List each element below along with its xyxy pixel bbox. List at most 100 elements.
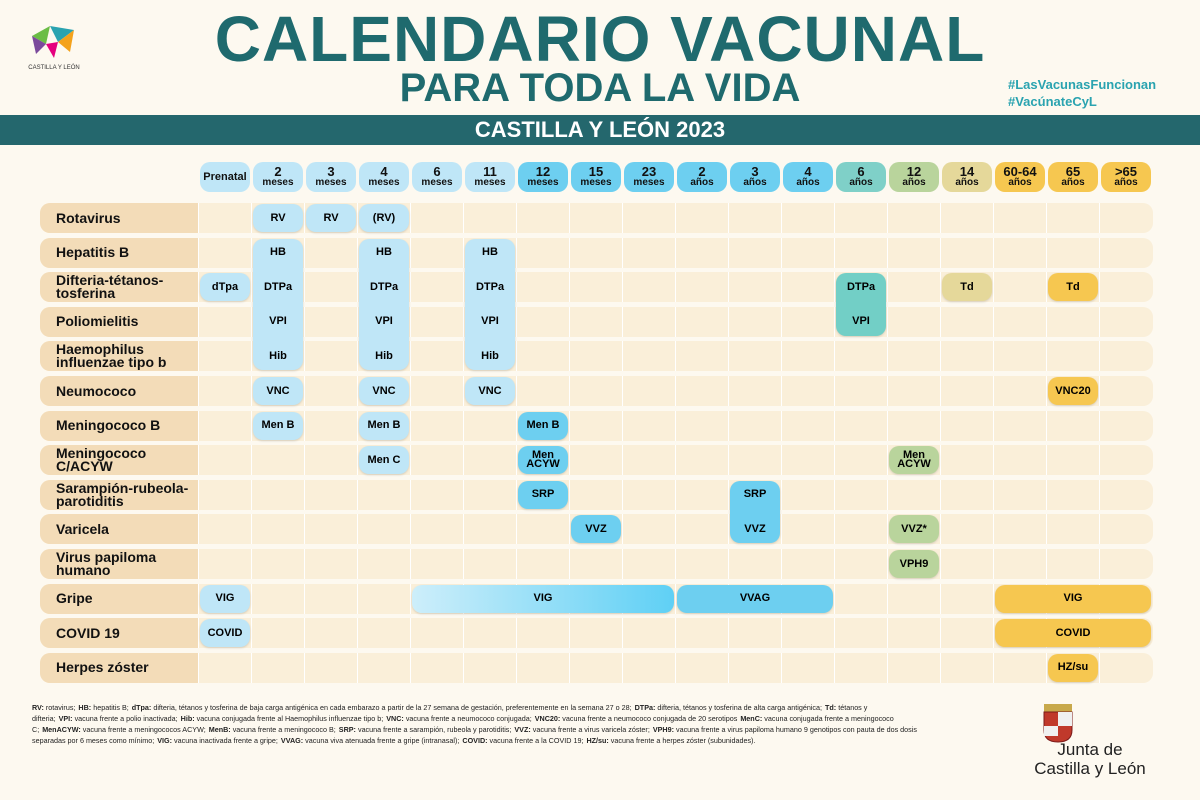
vaccine-block: Men B [253,411,303,440]
cell-divider [1046,376,1047,406]
vaccine-label: COVID [207,626,243,639]
cell-divider [1046,514,1047,545]
row-name-text: COVID 19 [56,624,120,641]
cell-divider [728,237,729,268]
subtitle: PARA TODA LA VIDA [399,66,801,110]
cell-divider [781,549,782,579]
cell-divider [622,306,623,337]
vaccine-label: VPI [852,315,870,328]
vaccine-block: Men ACYW [518,446,568,475]
footnote-entry: COVID: vacuna frente a la COVID 19; [462,736,586,745]
cell-divider [675,306,676,337]
cell-divider [410,479,411,510]
vaccine-block: COVID [995,619,1151,648]
column-header: 6 años [836,162,886,192]
cell-divider [675,410,676,441]
cell-divider [304,445,305,476]
cell-divider [569,237,570,268]
cell-divider [675,376,676,406]
column-top: 12 [906,164,922,179]
cell-divider [463,237,464,268]
column-header: 65 años [1048,162,1098,192]
cell-divider [251,410,252,441]
cell-divider [622,272,623,303]
cell-divider [410,237,411,268]
cell-divider [516,410,517,441]
vaccine-label: DTPa [369,280,399,293]
column-top: 2 [698,164,706,179]
cell-divider [940,376,941,406]
cell-divider [410,272,411,303]
cell-divider [463,618,464,649]
column-top: >65 [1114,164,1138,179]
vaccine-block: Td [1048,273,1098,302]
cell-divider [357,514,358,545]
footnote-desc: vacuna frente a sarampión, rubeola y par… [357,725,512,734]
cell-divider [940,237,941,268]
column-top: Prenatal [203,170,247,183]
cell-divider [251,272,252,303]
footnote-entry: VVZ: vacuna frente a virus varicela zóste… [514,725,652,734]
cell-divider [675,514,676,545]
cell-divider [728,445,729,476]
row-band [40,479,1153,510]
column-bottom: años [1008,177,1032,188]
cell-divider [728,652,729,683]
cell-divider [304,514,305,545]
vaccine-label: Men C [367,453,401,466]
cell-divider [622,376,623,406]
cell-divider [781,376,782,406]
cell-divider [622,549,623,579]
footnote-desc: vacuna frente a meningococo B; [232,725,336,734]
column-bottom: meses [633,177,665,188]
cell-divider [1099,376,1100,406]
cell-divider [993,618,994,649]
column-header: 11 meses [465,162,515,192]
cell-divider [357,306,358,337]
cell-divider [516,203,517,233]
cell-divider [834,549,835,579]
column-header: 6 meses [412,162,462,192]
footer-logo: Junta de Castilla y León [1020,740,1160,778]
vaccine-label: Hib [375,349,393,362]
row-name-text: Neumococo [56,382,137,399]
footnote-entry: VPH9: vacuna frente a virus papiloma huma… [32,725,917,745]
vaccine-block: HZ/su [1048,653,1098,682]
row-band [40,445,1153,476]
cell-divider [198,479,199,510]
footnote-entry: Hib: vacuna conjugada frente al Haemophil… [181,714,387,723]
hashtag: #VacúnateCyL [1008,94,1097,109]
column-bottom: meses [527,177,559,188]
column-top: 11 [483,164,497,179]
cell-divider [622,203,623,233]
vaccine-block: Men B [518,411,568,440]
column-bottom: años [1061,177,1085,188]
cell-divider [251,376,252,406]
footnote-entry: VPI: vacuna frente a polio inactivada; [59,714,181,723]
cell-divider [993,410,994,441]
cell-divider [993,549,994,579]
footnote-abbr: VPH9: [652,725,674,734]
cell-divider [993,652,994,683]
vaccine-label: Men B [526,419,560,432]
cell-divider [1099,549,1100,579]
cell-divider [198,514,199,545]
cell-divider [198,618,199,649]
footnote-abbr: VNC: [386,714,404,723]
cell-divider [834,341,835,372]
cell-divider [357,583,358,614]
footnote-desc: vacuna frente a la COVID 19; [489,736,584,745]
cell-divider [569,410,570,441]
vaccine-block: VNC [359,377,409,405]
footnote-desc: vacuna frente a neumococo conjugada de 2… [562,714,738,723]
row-name-text: Hepatitis B [56,244,130,261]
cell-divider [728,272,729,303]
footnote-abbr: SRP: [338,725,356,734]
cell-divider [1046,549,1047,579]
row-name: Meningococo B [40,410,198,441]
vaccine-label: Men B [261,419,295,432]
footnote-desc: vacuna frente a meningococos ACYW; [82,725,206,734]
cell-divider [622,237,623,268]
cell-divider [993,306,994,337]
footnote-entry: MenB: vacuna frente a meningococo B; [209,725,339,734]
